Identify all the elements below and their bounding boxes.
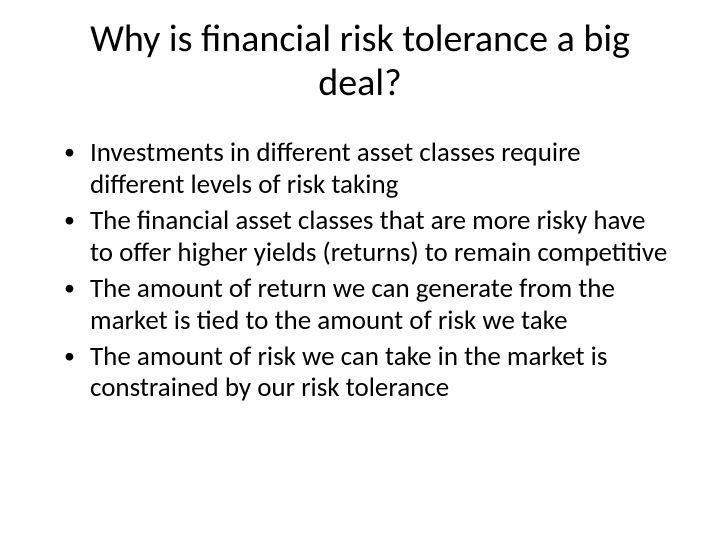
slide: Why is financial risk tolerance a big de… [0,0,720,540]
bullet-item: The amount of risk we can take in the ma… [60,341,670,405]
bullet-item: Investments in different asset classes r… [60,137,670,201]
bullet-item: The amount of return we can generate fro… [60,273,670,337]
bullet-item: The financial asset classes that are mor… [60,205,670,269]
bullet-list: Investments in different asset classes r… [60,137,670,404]
slide-title: Why is financial risk tolerance a big de… [50,18,670,105]
